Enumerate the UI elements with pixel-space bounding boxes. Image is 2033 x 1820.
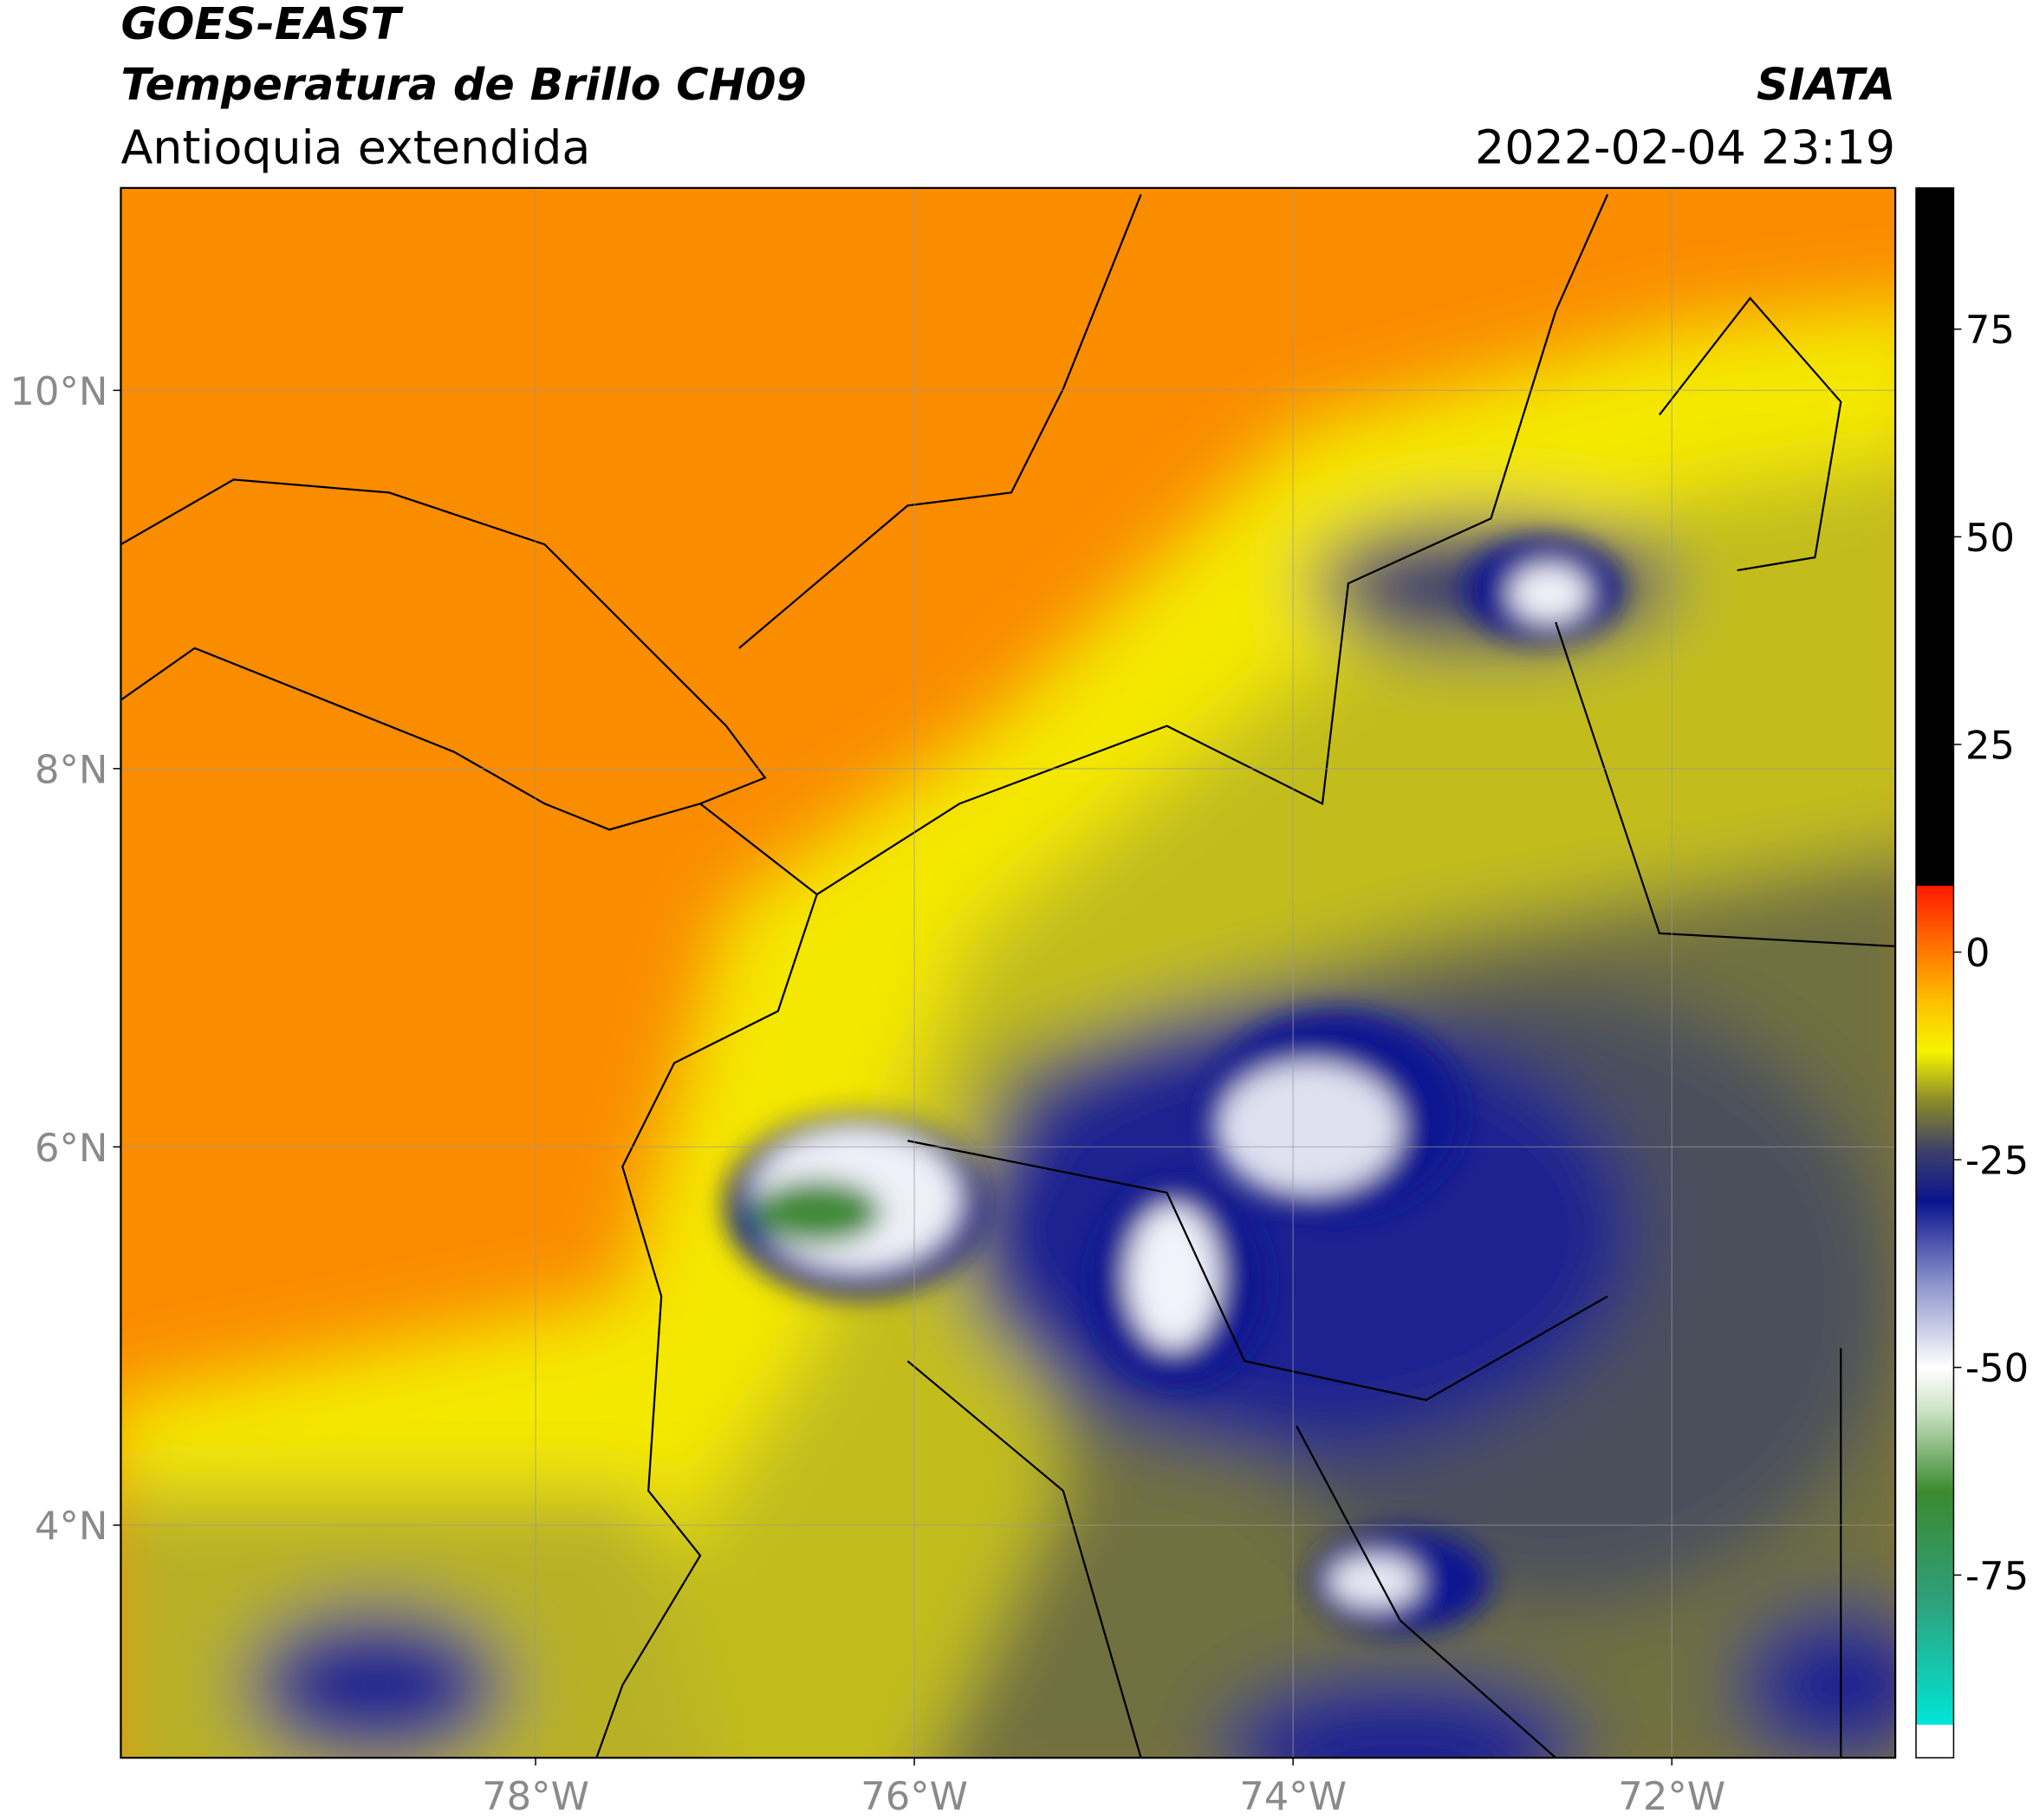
lon-tick-label: 76°W [861, 1773, 968, 1819]
datetime: 2022-02-04 23:19 [1475, 120, 1895, 174]
colorbar-tick-label: 75 [1965, 307, 2015, 353]
lat-tick-label: 10°N [10, 368, 107, 414]
colorbar-tick-label: 25 [1965, 722, 2015, 768]
colorbar-tick-label: -50 [1965, 1345, 2029, 1391]
title: GOES-EAST [120, 0, 404, 49]
map-frame [120, 186, 1897, 1759]
graticule [113, 187, 1896, 1766]
region: Antioquia extendida [120, 120, 590, 174]
lat-tick-label: 4°N [35, 1503, 108, 1549]
lat-tick-label: 6°N [35, 1125, 108, 1171]
source: SIATA [1757, 59, 1895, 110]
lat-tick-label: 8°N [35, 746, 108, 792]
lon-tick-label: 78°W [482, 1773, 589, 1819]
colorbar-tick-label: -75 [1965, 1553, 2029, 1599]
colorbar [1915, 187, 1955, 1758]
colorbar-tick-label: 0 [1965, 930, 1991, 976]
lon-tick-label: 74°W [1239, 1773, 1347, 1819]
map-imagery [120, 187, 1896, 1758]
subtitle: Temperatura de Brillo CH09 [120, 59, 806, 110]
colorbar-tick-label: 50 [1965, 515, 2015, 561]
colorbar-tick-label: -25 [1965, 1138, 2029, 1184]
lon-tick-label: 72°W [1618, 1773, 1725, 1819]
